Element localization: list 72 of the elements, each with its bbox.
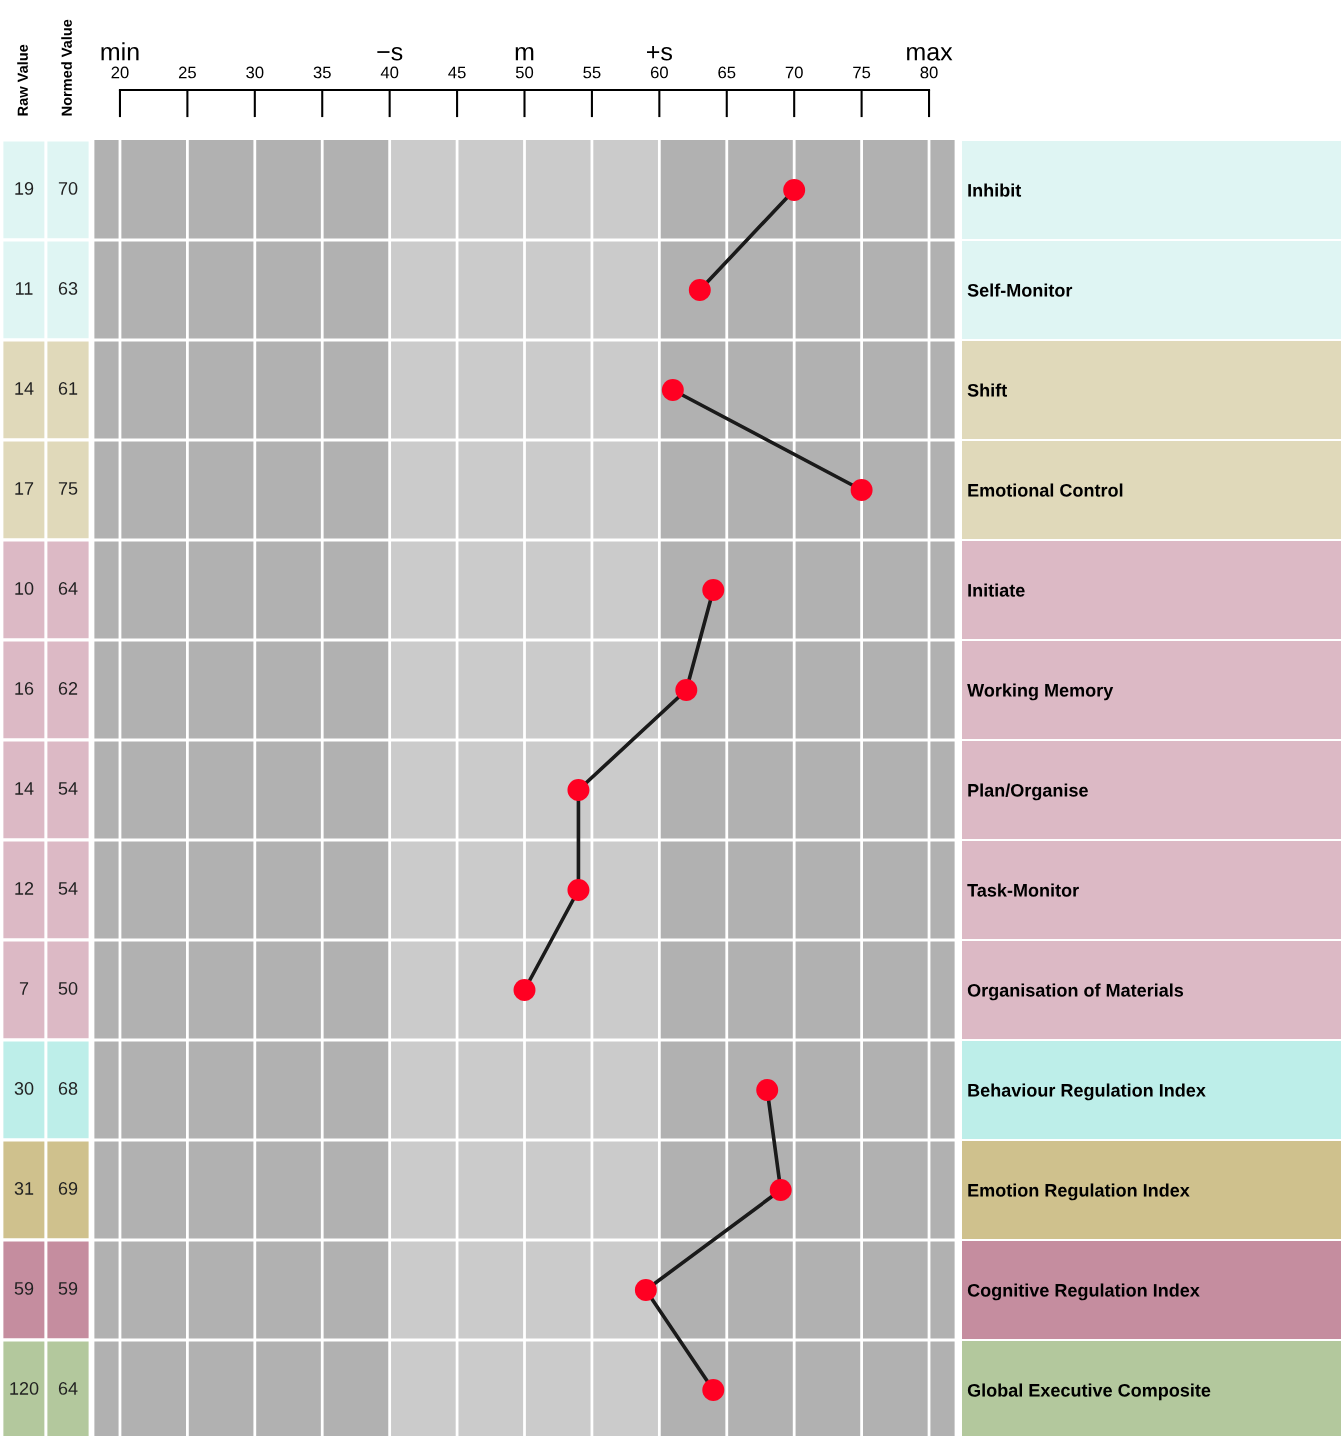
data-label: 70 [58,182,78,195]
point [702,1379,725,1401]
y-tick-label: Initiate [968,583,1025,597]
data-label: 64 [58,1382,78,1395]
x-tick-label: 70 [785,66,803,79]
data-label: 14 [15,782,34,795]
data-label: 69 [58,1182,78,1195]
data-label: 14 [15,382,34,395]
y-tick-label: Global Executive Composite [967,1383,1211,1401]
point [850,479,873,501]
data-label: 16 [15,682,34,695]
data-label: 59 [58,1282,78,1295]
data-label: 50 [58,982,78,995]
y-tick-label: Plan/Organise [968,783,1088,801]
text: m [515,46,534,61]
point [567,779,590,801]
data-label: 68 [58,1082,78,1095]
point [513,979,536,1001]
data-label: 54 [58,782,78,795]
point [756,1079,779,1101]
data-label: 31 [14,1182,34,1195]
data-label: 64 [58,582,78,595]
point [783,179,806,201]
data-label: 17 [15,482,34,495]
text: max [907,46,953,61]
data-label: 62 [58,682,78,695]
x-tick-label: 25 [178,66,196,79]
text: min [101,42,139,61]
y-tick-label: Inhibit [968,183,1022,197]
x-tick-label: 55 [583,66,601,79]
data-label: 11 [16,282,33,295]
x-tick-label: 75 [853,66,871,79]
data-label: 120 [10,1382,39,1395]
data-label: 61 [58,382,78,395]
data-label: 7 [19,982,29,995]
x-tick-label: 65 [718,66,736,79]
point [567,879,590,901]
x-tick-label: 80 [920,66,938,79]
x-tick-label: Raw Value [17,44,28,116]
point [675,679,698,701]
text: −s [377,46,403,61]
x-tick-label: Normed Value [61,19,72,116]
point [688,279,711,301]
x-tick-label: 20 [111,66,129,79]
y-tick-label: Shift [967,383,1007,397]
y-tick-label: Emotion Regulation Index [968,1183,1190,1201]
y-tick-label: Self-Monitor [967,283,1073,297]
x-tick-label: 45 [448,66,466,79]
point [634,1279,657,1301]
y-tick-label: Behaviour Regulation Index [968,1083,1206,1101]
y-tick-label: Working Memory [967,683,1114,701]
x-tick-label: 60 [650,66,668,79]
data-label: 63 [58,282,78,295]
x-tick-label: 50 [515,66,534,79]
data-label: 10 [15,582,34,595]
point [769,1179,792,1201]
data-label: 12 [15,882,34,895]
data-label: 54 [58,882,78,895]
x-tick-label: 40 [380,66,399,79]
data-label: 59 [14,1282,34,1295]
y-tick-label: Task-Monitor [967,883,1079,897]
y-tick-label: Organisation of Materials [967,983,1184,1001]
data-label: 30 [14,1082,34,1095]
y-tick-label: Emotional Control [968,483,1123,497]
x-tick-label: 30 [246,66,264,79]
data-label: 19 [15,182,34,195]
data-label: 75 [58,482,78,495]
text: +s [647,45,672,61]
point [661,379,684,401]
x-tick-label: 35 [313,66,331,79]
point [702,579,725,601]
y-tick-label: Cognitive Regulation Index [967,1283,1200,1301]
